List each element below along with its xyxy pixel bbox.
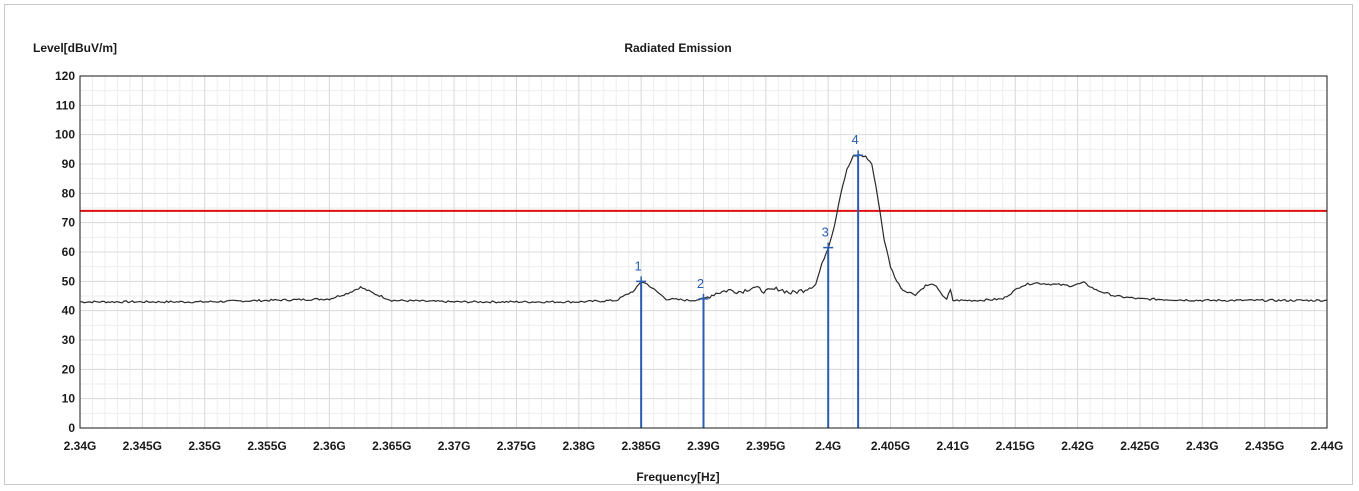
x-tick-label: 2.43G <box>1186 439 1219 453</box>
x-tick-label: 2.355G <box>247 439 286 453</box>
y-tick-label: 10 <box>62 392 76 406</box>
x-tick-label: 2.345G <box>123 439 162 453</box>
plot-area-border <box>79 75 1328 429</box>
x-tick-label: 2.37G <box>438 439 471 453</box>
x-tick-label: 2.44G <box>1311 439 1344 453</box>
y-tick-label: 20 <box>62 362 76 376</box>
x-tick-labels: 2.34G 2.345G 2.35G 2.355G 2.36G 2.365G 2.37G 2.… <box>64 439 1344 453</box>
x-tick-label: 2.42G <box>1061 439 1094 453</box>
x-tick-label: 2.34G <box>64 439 97 453</box>
x-tick-label: 2.425G <box>1120 439 1159 453</box>
y-axis-label: Level[dBuV/m] <box>33 41 117 55</box>
marker-cross-1 <box>636 276 647 287</box>
radiated-emission-chart: Level[dBuV/m] Radiated Emission Frequenc… <box>33 41 1344 484</box>
x-tick-label: 2.405G <box>871 439 910 453</box>
marker-label-3: 3 <box>822 225 829 240</box>
marker-label-1: 1 <box>635 258 642 273</box>
x-tick-label: 2.365G <box>372 439 411 453</box>
trace-line <box>79 154 1328 304</box>
x-tick-label: 2.38G <box>562 439 595 453</box>
x-tick-label: 2.415G <box>996 439 1035 453</box>
x-tick-label: 2.41G <box>937 439 970 453</box>
y-tick-labels: 0 10 20 30 40 50 60 70 80 90 100 110 120 <box>55 69 75 435</box>
x-tick-label: 2.39G <box>687 439 720 453</box>
y-tick-label: 40 <box>62 304 76 318</box>
chart-title: Radiated Emission <box>624 41 731 55</box>
y-tick-label: 110 <box>56 98 76 112</box>
x-tick-label: 2.4G <box>815 439 841 453</box>
x-tick-label: 2.375G <box>497 439 536 453</box>
trace-group <box>79 154 1328 304</box>
x-axis-label: Frequency[Hz] <box>636 470 719 484</box>
marker-cross-2 <box>698 293 709 304</box>
x-tick-label: 2.435G <box>1245 439 1284 453</box>
y-tick-label: 80 <box>62 186 76 200</box>
marker-label-2: 2 <box>697 276 704 291</box>
y-tick-label: 60 <box>62 245 76 259</box>
y-tick-label: 0 <box>68 421 75 435</box>
y-tick-label: 90 <box>62 157 76 171</box>
y-tick-label: 100 <box>55 128 75 142</box>
marker-cross-3 <box>823 242 834 253</box>
y-tick-label: 120 <box>55 69 75 83</box>
marker-label-4: 4 <box>852 132 859 147</box>
markers-group: 1 2 3 4 <box>635 132 864 428</box>
y-tick-label: 70 <box>62 216 76 230</box>
y-tick-label: 30 <box>62 333 76 347</box>
marker-cross-4 <box>853 150 864 161</box>
x-tick-label: 2.385G <box>621 439 660 453</box>
chart-frame: Level[dBuV/m] Radiated Emission Frequenc… <box>4 4 1353 485</box>
x-tick-label: 2.35G <box>188 439 221 453</box>
y-tick-label: 50 <box>62 274 76 288</box>
x-tick-label: 2.36G <box>313 439 346 453</box>
x-tick-label: 2.395G <box>746 439 785 453</box>
